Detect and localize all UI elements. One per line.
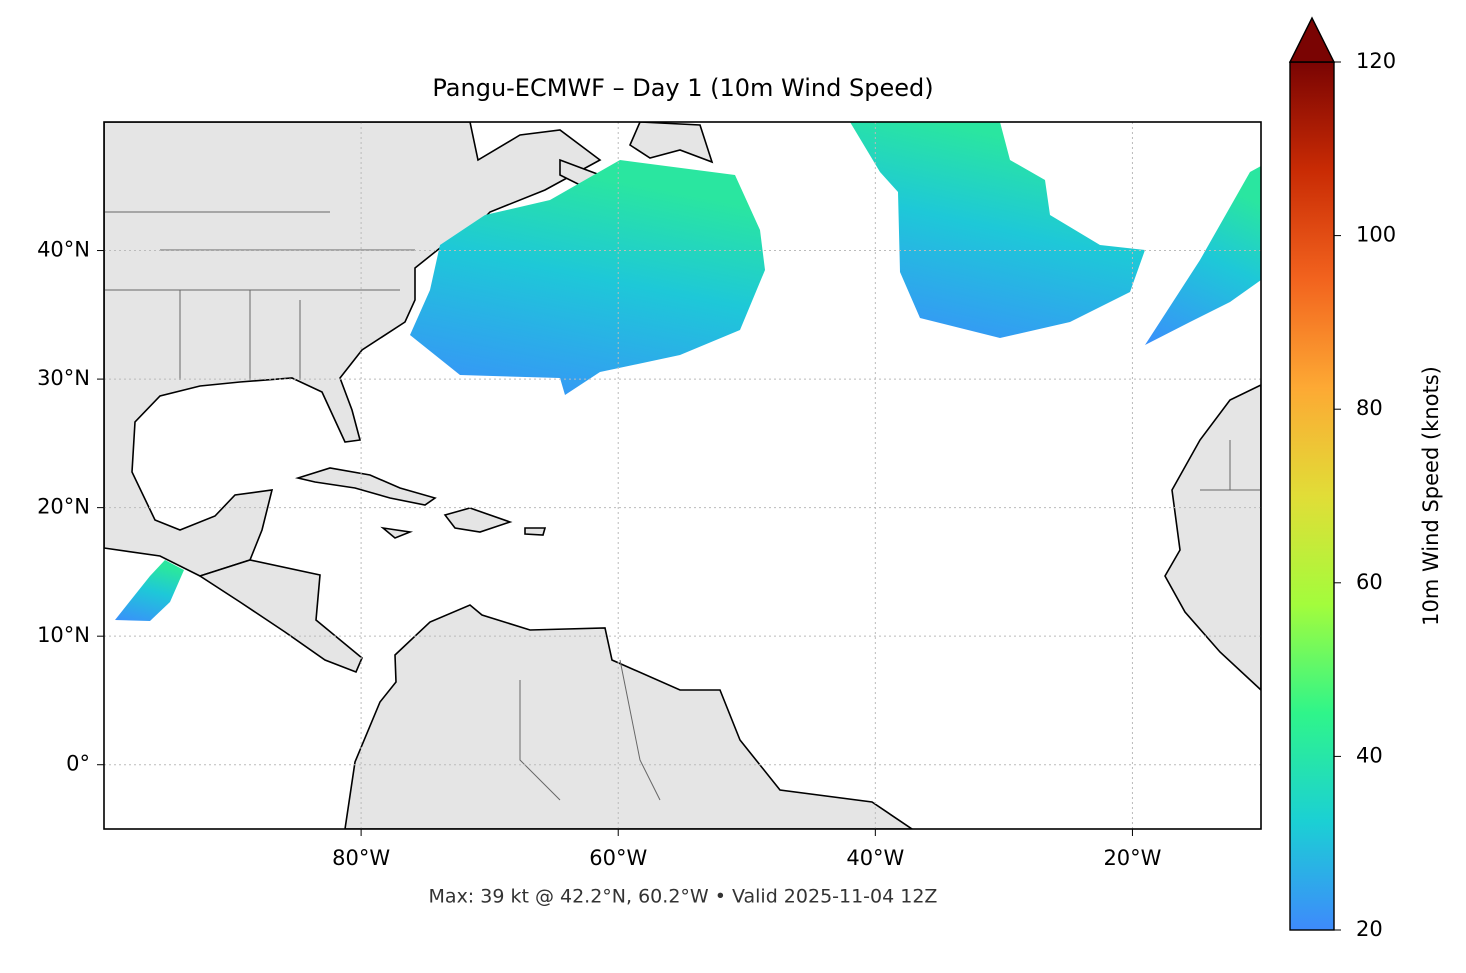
x-tick-label: 20°W <box>1103 846 1161 870</box>
wind-area <box>1145 166 1261 345</box>
footnote: Max: 39 kt @ 42.2°N, 60.2°W • Valid 2025… <box>429 886 938 908</box>
x-tick-label: 80°W <box>332 846 390 870</box>
plot-frame <box>103 121 1262 830</box>
borders <box>104 211 1261 801</box>
colorbar-tick-label: 100 <box>1356 223 1396 247</box>
north-america <box>104 122 602 577</box>
colorbar-tick-label: 40 <box>1356 743 1383 767</box>
colorbar <box>1289 61 1335 931</box>
central-america <box>198 559 363 674</box>
colorbar-tick-label: 80 <box>1356 396 1383 420</box>
y-tick-label: 30°N <box>37 366 90 390</box>
wind-area <box>410 160 765 395</box>
y-tick-label: 10°N <box>37 623 90 647</box>
hispaniola <box>380 507 547 539</box>
cuba <box>294 467 437 506</box>
colorbar-tick-label: 120 <box>1356 49 1396 73</box>
wind-area <box>850 122 1145 338</box>
colorbar-extend <box>1288 16 1336 63</box>
y-tick-label: 20°N <box>37 495 90 519</box>
map-layers <box>104 122 1261 829</box>
colorbar-tick-label: 60 <box>1356 570 1383 594</box>
y-tick-label: 0° <box>66 752 90 776</box>
x-tick-label: 40°W <box>846 846 904 870</box>
y-tick-label: 40°N <box>37 238 90 262</box>
south-america <box>344 604 914 829</box>
x-tick-label: 60°W <box>589 846 647 870</box>
map-title: Pangu-ECMWF – Day 1 (10m Wind Speed) <box>432 74 933 102</box>
wind-area <box>115 560 184 621</box>
africa <box>1164 384 1261 692</box>
colorbar-tick-label: 20 <box>1356 917 1383 941</box>
colorbar-label: 10m Wind Speed (knots) <box>1419 366 1443 626</box>
